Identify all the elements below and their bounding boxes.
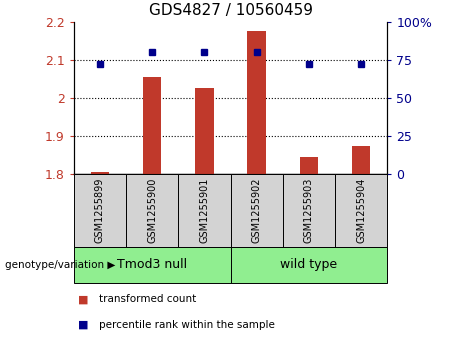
Text: Tmod3 null: Tmod3 null <box>117 258 187 272</box>
Bar <box>248 31 266 174</box>
Text: genotype/variation ▶: genotype/variation ▶ <box>5 260 115 270</box>
Text: GSM1255902: GSM1255902 <box>252 178 262 243</box>
Bar <box>195 89 213 174</box>
Text: wild type: wild type <box>280 258 337 272</box>
Text: GSM1255903: GSM1255903 <box>304 178 314 243</box>
Bar <box>352 146 370 174</box>
Text: ■: ■ <box>78 294 89 305</box>
Bar <box>300 157 318 174</box>
Text: GSM1255900: GSM1255900 <box>147 178 157 243</box>
Title: GDS4827 / 10560459: GDS4827 / 10560459 <box>148 3 313 18</box>
Text: transformed count: transformed count <box>99 294 196 305</box>
Text: ■: ■ <box>78 320 89 330</box>
Text: percentile rank within the sample: percentile rank within the sample <box>99 320 275 330</box>
Text: GSM1255899: GSM1255899 <box>95 178 105 243</box>
Bar <box>143 77 161 174</box>
Text: GSM1255901: GSM1255901 <box>199 178 209 243</box>
Text: GSM1255904: GSM1255904 <box>356 178 366 243</box>
Bar <box>91 172 109 174</box>
